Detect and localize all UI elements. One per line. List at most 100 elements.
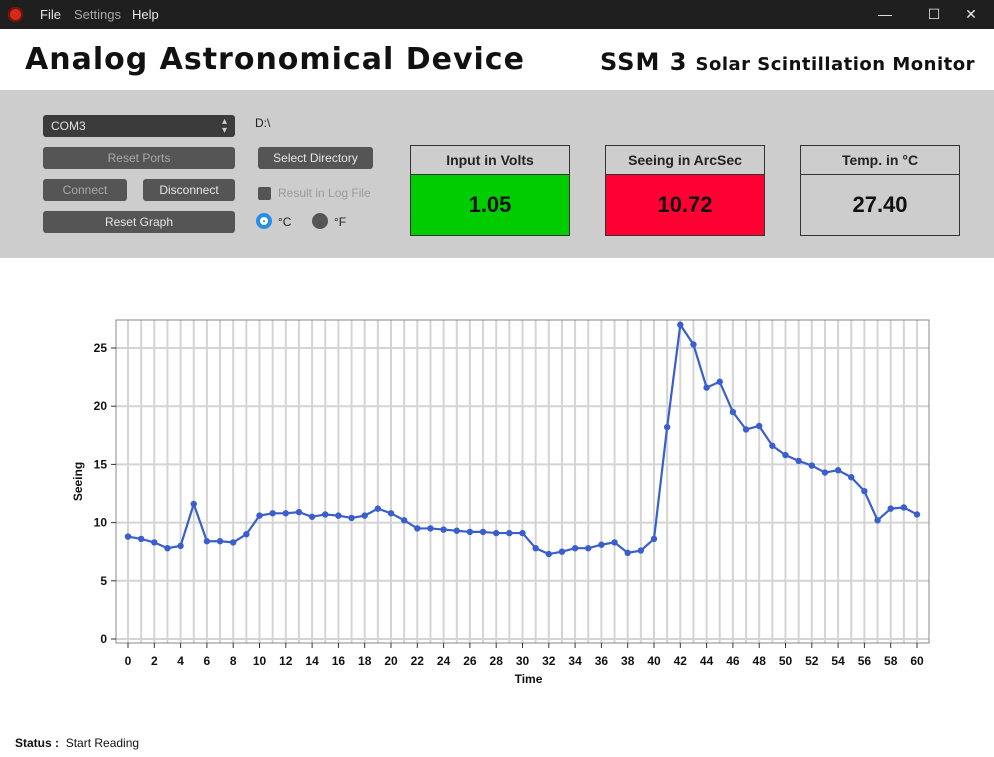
- fahrenheit-label: °F: [334, 215, 347, 229]
- celsius-radio[interactable]: [256, 213, 272, 229]
- y-axis-label: Seeing: [71, 462, 85, 501]
- seeing-data-point: [230, 539, 237, 546]
- seeing-data-point: [861, 487, 868, 495]
- minimize-icon[interactable]: —: [878, 6, 892, 22]
- x-tick-label: 26: [463, 654, 477, 668]
- x-tick-label: 34: [568, 654, 582, 668]
- fahrenheit-radio[interactable]: [312, 213, 328, 229]
- log-file-checkbox[interactable]: [258, 187, 271, 200]
- seeing-data-point: [598, 541, 605, 548]
- seeing-data-point: [295, 508, 303, 516]
- seeing-data-point: [308, 513, 316, 520]
- seeing-data-point: [887, 505, 894, 512]
- port-select[interactable]: COM3 ▴ ▾: [43, 115, 235, 137]
- y-tick-label: 5: [100, 574, 107, 588]
- menu-help[interactable]: Help: [132, 7, 159, 22]
- x-tick-label: 56: [858, 654, 872, 668]
- seeing-data-point: [795, 457, 802, 465]
- x-tick-label: 10: [253, 654, 267, 668]
- app-header: Analog Astronomical Device SSM 3 Solar Sc…: [0, 29, 994, 90]
- seeing-data-point: [203, 538, 211, 545]
- y-tick-label: 25: [94, 341, 108, 355]
- temperature-meter-value: 27.40: [801, 175, 959, 235]
- x-tick-label: 0: [125, 654, 132, 668]
- disconnect-button[interactable]: Disconnect: [143, 179, 235, 201]
- seeing-data-point: [663, 423, 671, 431]
- maximize-icon[interactable]: ☐: [927, 6, 941, 22]
- x-tick-label: 28: [490, 654, 504, 668]
- menu-file[interactable]: File: [40, 7, 61, 22]
- port-select-value: COM3: [51, 119, 86, 133]
- seeing-data-point: [874, 517, 881, 524]
- seeing-data-point: [164, 545, 171, 552]
- seeing-data-point: [348, 514, 355, 522]
- seeing-data-point: [506, 529, 513, 537]
- seeing-data-point: [769, 442, 776, 449]
- x-tick-label: 4: [177, 654, 184, 668]
- menu-settings[interactable]: Settings: [74, 7, 121, 22]
- select-directory-button[interactable]: Select Directory: [258, 147, 373, 169]
- x-tick-label: 20: [384, 654, 398, 668]
- seeing-data-point: [729, 408, 737, 416]
- x-tick-label: 60: [910, 654, 924, 668]
- x-tick-label: 8: [230, 654, 237, 668]
- reset-ports-button[interactable]: Reset Ports: [43, 147, 235, 169]
- seeing-data-point: [900, 504, 908, 511]
- x-tick-label: 6: [204, 654, 211, 668]
- seeing-data-point: [427, 525, 434, 532]
- seeing-data-point: [913, 511, 921, 518]
- x-tick-label: 12: [279, 654, 293, 668]
- seeing-data-point: [493, 529, 500, 537]
- app-title: Analog Astronomical Device: [25, 42, 525, 77]
- device-subtitle: Solar Scintillation Monitor: [695, 54, 975, 75]
- seeing-data-point: [756, 422, 763, 430]
- seeing-data-point: [742, 426, 750, 433]
- seeing-data-point: [585, 545, 592, 552]
- x-tick-label: 16: [332, 654, 346, 668]
- seeing-data-point: [269, 510, 276, 517]
- temperature-meter-label: Temp. in °C: [801, 146, 959, 175]
- seeing-data-point: [361, 512, 368, 519]
- x-tick-label: 52: [805, 654, 819, 668]
- seeing-data-point: [322, 511, 329, 518]
- x-tick-label: 42: [674, 654, 688, 668]
- seeing-data-point: [177, 542, 184, 550]
- x-tick-label: 50: [779, 654, 793, 668]
- seeing-data-point: [282, 510, 289, 517]
- seeing-data-point: [256, 512, 263, 519]
- seeing-data-point: [624, 549, 631, 557]
- close-icon[interactable]: ✕: [965, 6, 977, 22]
- voltage-meter: Input in Volts 1.05: [410, 145, 570, 236]
- updown-caret-icon: ▴ ▾: [221, 116, 227, 136]
- x-tick-label: 18: [358, 654, 372, 668]
- seeing-data-point: [834, 467, 842, 474]
- seeing-data-point: [782, 451, 789, 459]
- seeing-data-point: [479, 528, 487, 536]
- seeing-data-point: [466, 528, 474, 536]
- seeing-data-point: [151, 539, 158, 546]
- seeing-data-point: [677, 321, 684, 328]
- seeing-data-point: [611, 539, 618, 546]
- seeing-data-point: [703, 384, 710, 391]
- x-tick-label: 30: [516, 654, 530, 668]
- seeing-data-point: [243, 531, 250, 538]
- voltage-meter-label: Input in Volts: [411, 146, 569, 175]
- seeing-meter: Seeing in ArcSec 10.72: [605, 145, 765, 236]
- seeing-data-point: [335, 512, 342, 519]
- x-tick-label: 14: [305, 654, 319, 668]
- temperature-meter: Temp. in °C 27.40: [800, 145, 960, 236]
- reset-graph-button[interactable]: Reset Graph: [43, 211, 235, 233]
- connect-button[interactable]: Connect: [43, 179, 127, 201]
- x-tick-label: 48: [753, 654, 767, 668]
- seeing-data-point: [571, 545, 579, 552]
- x-tick-label: 22: [411, 654, 425, 668]
- y-tick-label: 10: [94, 516, 108, 530]
- app-icon: [8, 7, 23, 22]
- window-titlebar: File Settings Help — ☐ ✕: [0, 0, 994, 29]
- x-tick-label: 32: [542, 654, 556, 668]
- seeing-data-point: [137, 535, 145, 543]
- x-tick-label: 38: [621, 654, 635, 668]
- seeing-data-point: [545, 550, 552, 558]
- seeing-data-point: [690, 341, 697, 348]
